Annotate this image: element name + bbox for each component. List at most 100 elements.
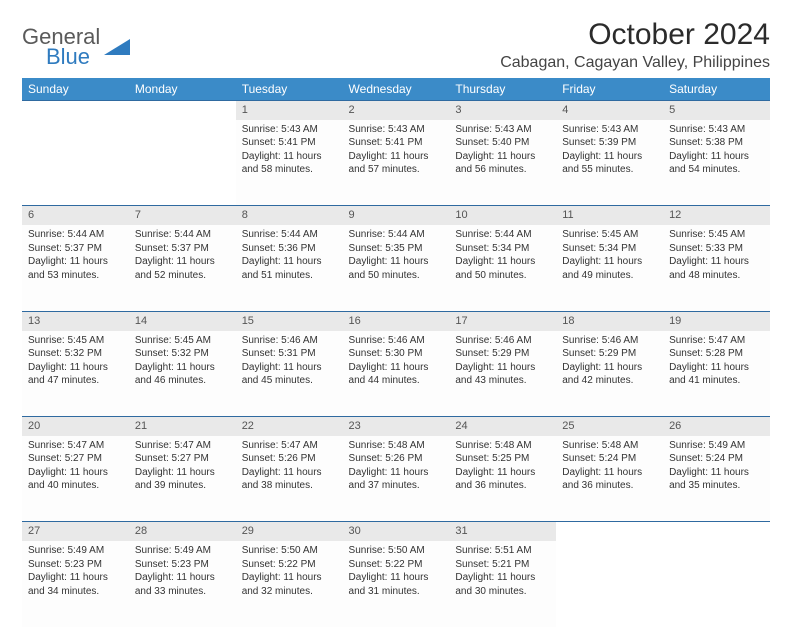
daylight-line: Daylight: 11 hours and 48 minutes. — [669, 255, 764, 282]
daylight-line: Daylight: 11 hours and 35 minutes. — [669, 466, 764, 493]
sunset-value: 5:32 PM — [65, 348, 102, 359]
sunset-value: 5:37 PM — [65, 243, 102, 254]
daylight-line: Daylight: 11 hours and 42 minutes. — [562, 361, 657, 388]
daylight-line: Daylight: 11 hours and 57 minutes. — [349, 150, 444, 177]
daylight-label: Daylight: — [135, 467, 174, 478]
daylight-label: Daylight: — [135, 362, 174, 373]
day-number: 8 — [242, 209, 248, 221]
sunset-value: 5:23 PM — [65, 559, 102, 570]
sunrise-line: Sunrise: 5:45 AM — [669, 228, 764, 242]
day-number: 1 — [242, 104, 248, 116]
week-daynum-row: 6789101112 — [22, 206, 770, 225]
sunset-label: Sunset: — [28, 453, 62, 464]
day-number-cell — [129, 101, 236, 120]
week-body-row: Sunrise: 5:49 AMSunset: 5:23 PMDaylight:… — [22, 541, 770, 627]
day-body-cell: Sunrise: 5:46 AMSunset: 5:29 PMDaylight:… — [449, 331, 556, 417]
daylight-label: Daylight: — [349, 467, 388, 478]
daylight-label: Daylight: — [562, 467, 601, 478]
sunset-value: 5:34 PM — [492, 243, 529, 254]
weekday-header: Tuesday — [236, 78, 343, 101]
daylight-line: Daylight: 11 hours and 49 minutes. — [562, 255, 657, 282]
daylight-line: Daylight: 11 hours and 36 minutes. — [562, 466, 657, 493]
sunrise-line: Sunrise: 5:44 AM — [349, 228, 444, 242]
sunset-value: 5:29 PM — [599, 348, 636, 359]
sunset-line: Sunset: 5:39 PM — [562, 136, 657, 150]
sunrise-value: 5:50 AM — [281, 545, 318, 556]
sunrise-label: Sunrise: — [349, 335, 386, 346]
day-number-cell: 31 — [449, 522, 556, 541]
daylight-line: Daylight: 11 hours and 50 minutes. — [349, 255, 444, 282]
location-subtitle: Cabagan, Cagayan Valley, Philippines — [500, 54, 770, 72]
sunset-label: Sunset: — [562, 453, 596, 464]
day-body-cell: Sunrise: 5:48 AMSunset: 5:25 PMDaylight:… — [449, 436, 556, 522]
sunrise-line: Sunrise: 5:43 AM — [349, 123, 444, 137]
sunrise-label: Sunrise: — [455, 545, 492, 556]
day-number-cell: 5 — [663, 101, 770, 120]
day-number-cell: 1 — [236, 101, 343, 120]
day-body-cell: Sunrise: 5:43 AMSunset: 5:38 PMDaylight:… — [663, 120, 770, 206]
sunrise-label: Sunrise: — [135, 229, 172, 240]
day-body-cell — [663, 541, 770, 627]
sunset-label: Sunset: — [455, 137, 489, 148]
day-number-cell: 17 — [449, 311, 556, 330]
sunset-value: 5:36 PM — [278, 243, 315, 254]
daylight-line: Daylight: 11 hours and 43 minutes. — [455, 361, 550, 388]
sunset-value: 5:29 PM — [492, 348, 529, 359]
sunset-value: 5:22 PM — [385, 559, 422, 570]
sunrise-label: Sunrise: — [455, 229, 492, 240]
day-body-cell: Sunrise: 5:49 AMSunset: 5:24 PMDaylight:… — [663, 436, 770, 522]
day-number: 27 — [28, 525, 40, 537]
daylight-line: Daylight: 11 hours and 46 minutes. — [135, 361, 230, 388]
day-body-cell: Sunrise: 5:43 AMSunset: 5:41 PMDaylight:… — [236, 120, 343, 206]
sunrise-label: Sunrise: — [455, 440, 492, 451]
weekday-header-row: Sunday Monday Tuesday Wednesday Thursday… — [22, 78, 770, 101]
sunrise-label: Sunrise: — [669, 124, 706, 135]
sunrise-value: 5:45 AM — [709, 229, 746, 240]
sunrise-label: Sunrise: — [562, 440, 599, 451]
sunset-value: 5:41 PM — [385, 137, 422, 148]
day-body-cell: Sunrise: 5:49 AMSunset: 5:23 PMDaylight:… — [129, 541, 236, 627]
sunset-label: Sunset: — [349, 243, 383, 254]
sunset-value: 5:41 PM — [278, 137, 315, 148]
sunrise-value: 5:49 AM — [174, 545, 211, 556]
day-number-cell: 23 — [343, 417, 450, 436]
sunrise-value: 5:43 AM — [709, 124, 746, 135]
sunrise-value: 5:45 AM — [602, 229, 639, 240]
daylight-label: Daylight: — [242, 572, 281, 583]
day-number-cell: 18 — [556, 311, 663, 330]
day-number: 22 — [242, 420, 254, 432]
sunset-value: 5:26 PM — [385, 453, 422, 464]
day-number: 7 — [135, 209, 141, 221]
day-number-cell: 24 — [449, 417, 556, 436]
daylight-line: Daylight: 11 hours and 34 minutes. — [28, 571, 123, 598]
daylight-line: Daylight: 11 hours and 45 minutes. — [242, 361, 337, 388]
day-number-cell: 22 — [236, 417, 343, 436]
sunset-value: 5:23 PM — [172, 559, 209, 570]
day-body-cell: Sunrise: 5:49 AMSunset: 5:23 PMDaylight:… — [22, 541, 129, 627]
sunset-line: Sunset: 5:22 PM — [242, 558, 337, 572]
sunrise-line: Sunrise: 5:49 AM — [669, 439, 764, 453]
day-body-cell — [22, 120, 129, 206]
sunset-value: 5:37 PM — [172, 243, 209, 254]
daylight-label: Daylight: — [28, 256, 67, 267]
sunrise-value: 5:43 AM — [602, 124, 639, 135]
day-number-cell: 25 — [556, 417, 663, 436]
day-number-cell: 11 — [556, 206, 663, 225]
sunrise-line: Sunrise: 5:46 AM — [242, 334, 337, 348]
daylight-label: Daylight: — [562, 256, 601, 267]
sunrise-line: Sunrise: 5:50 AM — [349, 544, 444, 558]
sunrise-line: Sunrise: 5:44 AM — [28, 228, 123, 242]
sunset-line: Sunset: 5:41 PM — [349, 136, 444, 150]
day-body-cell: Sunrise: 5:48 AMSunset: 5:24 PMDaylight:… — [556, 436, 663, 522]
sunrise-label: Sunrise: — [669, 335, 706, 346]
sunrise-line: Sunrise: 5:50 AM — [242, 544, 337, 558]
sunrise-value: 5:47 AM — [174, 440, 211, 451]
sunrise-line: Sunrise: 5:44 AM — [455, 228, 550, 242]
day-body-cell: Sunrise: 5:43 AMSunset: 5:41 PMDaylight:… — [343, 120, 450, 206]
day-number-cell: 6 — [22, 206, 129, 225]
sunrise-value: 5:44 AM — [67, 229, 104, 240]
month-title: October 2024 — [500, 18, 770, 52]
sunset-value: 5:40 PM — [492, 137, 529, 148]
sunset-value: 5:27 PM — [172, 453, 209, 464]
sunset-label: Sunset: — [669, 137, 703, 148]
